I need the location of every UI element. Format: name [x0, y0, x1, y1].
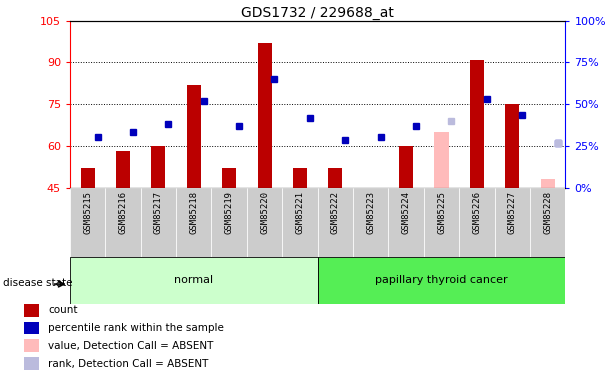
Bar: [258, 43, 272, 188]
Bar: [24, 357, 39, 370]
FancyBboxPatch shape: [495, 188, 530, 257]
Bar: [24, 339, 39, 352]
Bar: [24, 322, 39, 334]
Text: rank, Detection Call = ABSENT: rank, Detection Call = ABSENT: [48, 358, 209, 369]
Text: disease state: disease state: [3, 278, 72, 288]
Bar: [541, 179, 555, 188]
Text: GSM85220: GSM85220: [260, 191, 269, 234]
Bar: [80, 168, 95, 188]
Text: GSM85225: GSM85225: [437, 191, 446, 234]
Text: papillary thyroid cancer: papillary thyroid cancer: [375, 275, 508, 285]
Text: GSM85226: GSM85226: [472, 191, 482, 234]
FancyBboxPatch shape: [389, 188, 424, 257]
Bar: [24, 304, 39, 316]
Text: GSM85215: GSM85215: [83, 191, 92, 234]
Bar: [222, 168, 237, 188]
Text: normal: normal: [174, 275, 213, 285]
Bar: [187, 85, 201, 188]
FancyBboxPatch shape: [247, 188, 282, 257]
Text: GSM85223: GSM85223: [366, 191, 375, 234]
Text: GSM85227: GSM85227: [508, 191, 517, 234]
FancyBboxPatch shape: [530, 188, 565, 257]
Bar: [328, 168, 342, 188]
Text: percentile rank within the sample: percentile rank within the sample: [48, 323, 224, 333]
Bar: [317, 257, 565, 304]
Bar: [505, 104, 519, 188]
Text: GSM85228: GSM85228: [543, 191, 552, 234]
Bar: [293, 168, 307, 188]
Bar: [470, 60, 484, 188]
Text: value, Detection Call = ABSENT: value, Detection Call = ABSENT: [48, 341, 213, 351]
FancyBboxPatch shape: [424, 188, 459, 257]
Bar: [399, 146, 413, 188]
Bar: [435, 132, 449, 188]
Text: GSM85216: GSM85216: [119, 191, 128, 234]
Text: GSM85224: GSM85224: [402, 191, 410, 234]
Text: count: count: [48, 305, 78, 315]
Text: GSM85218: GSM85218: [189, 191, 198, 234]
Text: GSM85217: GSM85217: [154, 191, 163, 234]
Text: GSM85221: GSM85221: [295, 191, 305, 234]
FancyBboxPatch shape: [176, 188, 212, 257]
FancyBboxPatch shape: [353, 188, 389, 257]
FancyBboxPatch shape: [282, 188, 317, 257]
FancyBboxPatch shape: [212, 188, 247, 257]
FancyBboxPatch shape: [317, 188, 353, 257]
Bar: [70, 257, 317, 304]
FancyBboxPatch shape: [70, 188, 105, 257]
FancyBboxPatch shape: [140, 188, 176, 257]
Text: GSM85219: GSM85219: [225, 191, 233, 234]
Title: GDS1732 / 229688_at: GDS1732 / 229688_at: [241, 6, 394, 20]
FancyBboxPatch shape: [105, 188, 140, 257]
Bar: [151, 146, 165, 188]
FancyBboxPatch shape: [459, 188, 495, 257]
Bar: [116, 152, 130, 188]
Text: GSM85222: GSM85222: [331, 191, 340, 234]
